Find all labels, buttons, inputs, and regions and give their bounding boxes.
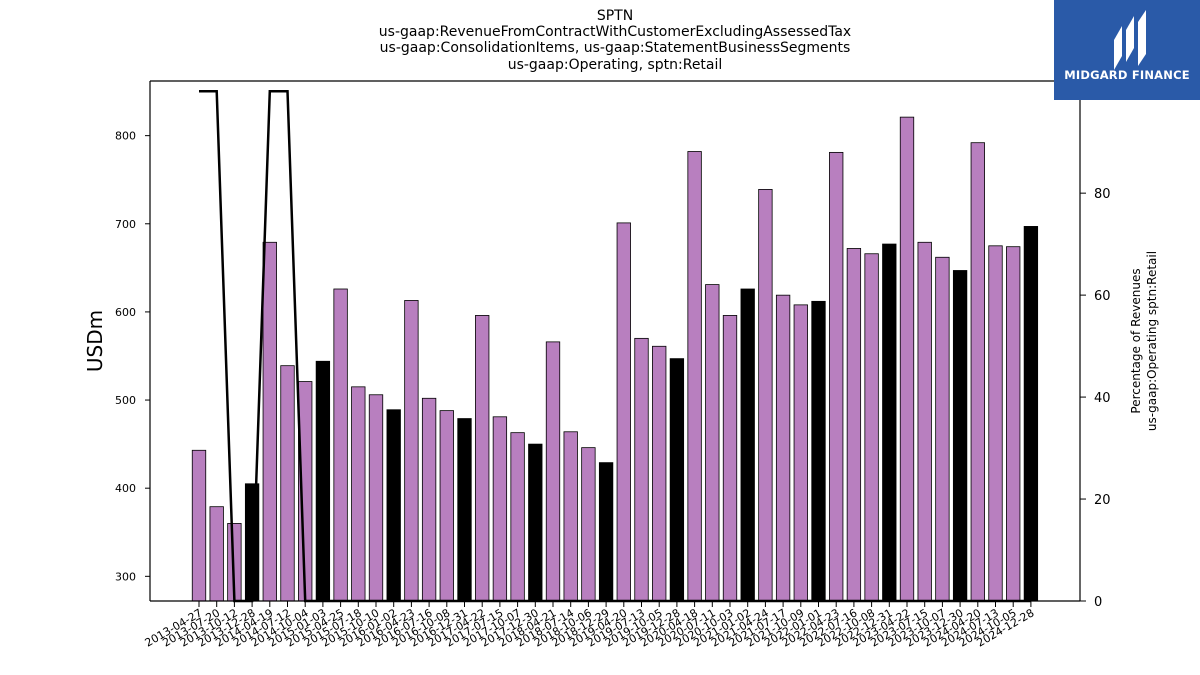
bar — [492, 416, 508, 602]
bar — [545, 341, 561, 602]
bar — [829, 151, 844, 602]
bar — [846, 248, 862, 602]
bar — [528, 443, 543, 602]
bar — [439, 410, 454, 602]
y-tick-label: 300 — [115, 570, 136, 583]
bar — [563, 431, 578, 602]
bar — [280, 365, 295, 602]
y2-tick-label: 60 — [1094, 289, 1111, 304]
bar — [775, 294, 791, 602]
chart-title-line: us-gaap:Operating, sptn:Retail — [507, 57, 723, 73]
bar — [315, 360, 331, 602]
bar — [758, 189, 773, 602]
y2-tick-label: 20 — [1094, 493, 1111, 508]
y-tick-label: 500 — [115, 394, 136, 407]
bar — [209, 506, 224, 602]
logo-text: MIDGARD FINANCE — [1064, 68, 1190, 82]
chart-title-line: us-gaap:ConsolidationItems, us-gaap:Stat… — [379, 40, 851, 56]
bar — [899, 116, 915, 602]
bar — [634, 337, 649, 602]
bar — [598, 462, 614, 602]
chart-title-line: SPTN — [596, 8, 634, 24]
midgard-logo-icon — [1114, 10, 1146, 70]
bar — [740, 288, 755, 602]
bar — [811, 300, 826, 602]
bar — [404, 300, 419, 602]
bar — [970, 142, 985, 602]
chart-title-line: us-gaap:RevenueFromContractWithCustomerE… — [378, 24, 852, 40]
bar — [333, 288, 348, 602]
bar — [475, 315, 490, 602]
bar — [368, 394, 384, 602]
y2-tick-label: 40 — [1094, 391, 1111, 406]
midgard-finance-logo: MIDGARD FINANCE — [1054, 0, 1200, 100]
bar — [1006, 246, 1021, 602]
bar — [1023, 226, 1039, 602]
y2-axis-label: Percentage of Revenues — [1129, 268, 1143, 413]
bar — [616, 222, 631, 602]
bar — [705, 284, 720, 602]
y-tick-label: 600 — [115, 306, 136, 319]
bar — [669, 358, 685, 602]
y2-tick-label: 80 — [1094, 187, 1111, 202]
y-tick-label: 400 — [115, 482, 136, 495]
bar — [917, 241, 932, 602]
bar — [687, 151, 702, 602]
y2-axis-label: us-gaap:Operating sptn:Retail — [1145, 251, 1159, 431]
bar — [882, 243, 897, 602]
y-tick-label: 700 — [115, 218, 136, 231]
bar — [351, 386, 366, 602]
bar — [935, 256, 950, 602]
y-tick-label: 800 — [115, 130, 136, 143]
bar — [864, 253, 879, 602]
y-axis-label: USDm — [83, 310, 107, 372]
bar — [421, 397, 437, 602]
bar — [952, 270, 968, 602]
bar — [386, 409, 401, 602]
bar — [793, 304, 808, 602]
y2-tick-label: 0 — [1094, 595, 1102, 610]
bar — [722, 315, 738, 602]
bar — [262, 241, 277, 602]
bar — [457, 418, 472, 602]
bar — [191, 449, 207, 602]
bar — [581, 447, 596, 602]
bar — [510, 432, 525, 602]
bar — [652, 345, 667, 602]
bar — [988, 245, 1003, 602]
